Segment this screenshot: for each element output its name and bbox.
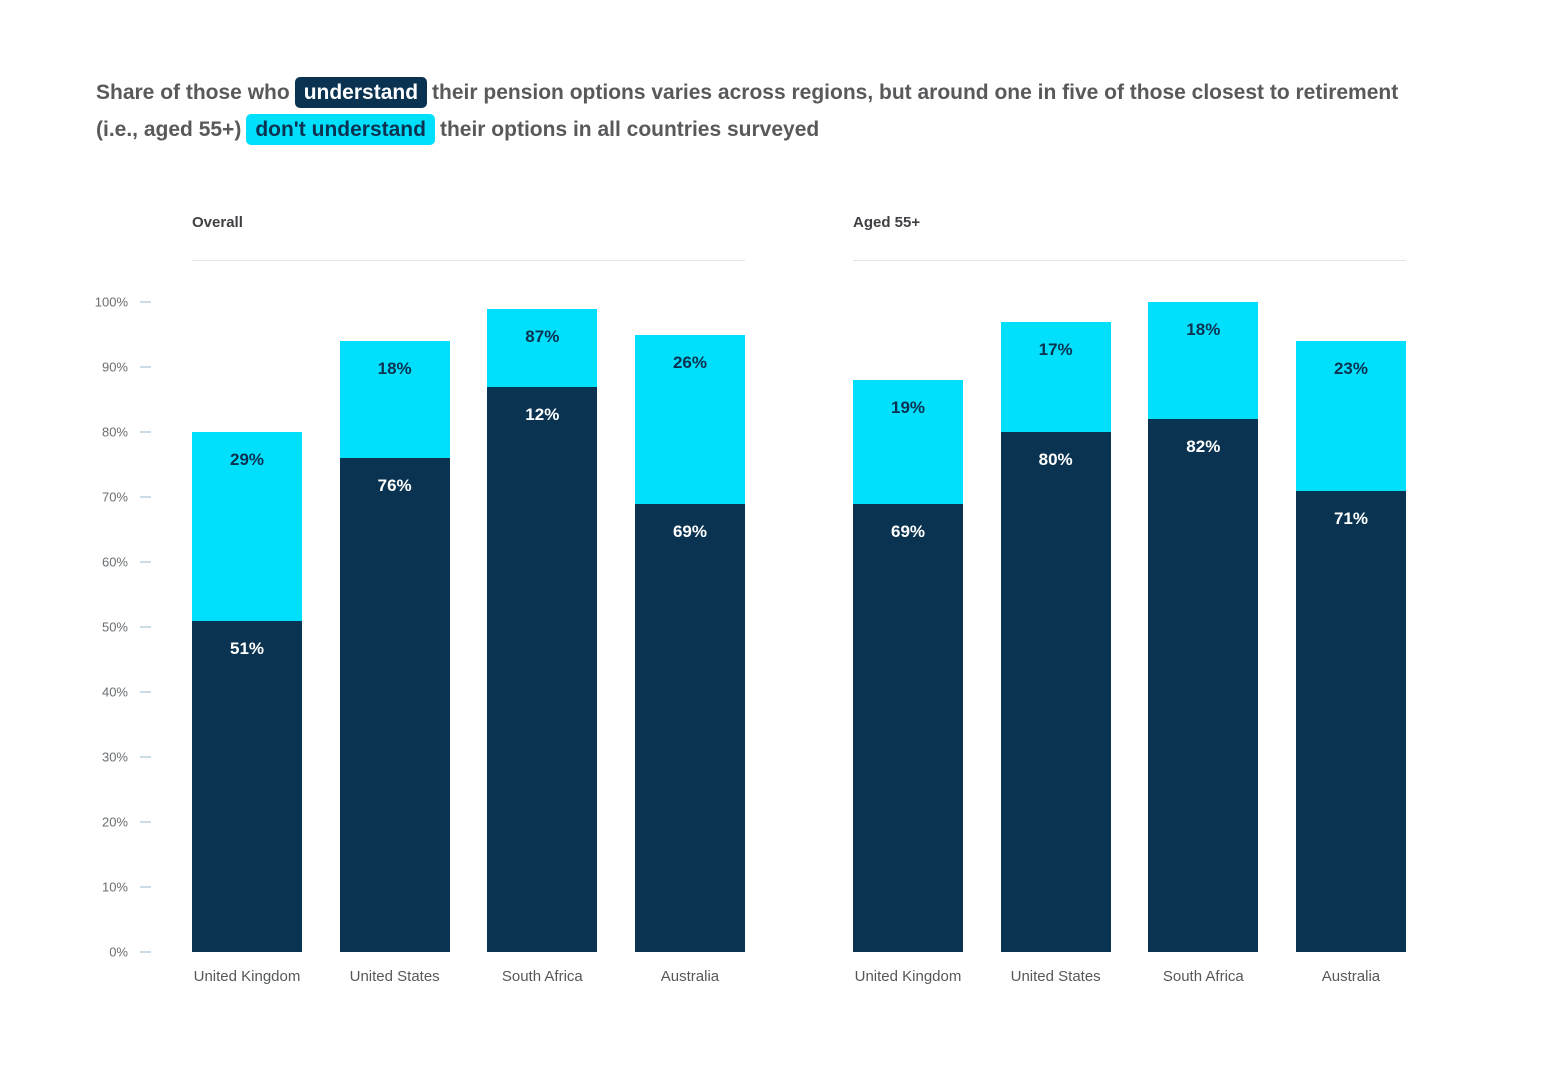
x-axis-label: United Kingdom — [854, 968, 962, 985]
y-tick-mark — [140, 886, 151, 888]
segment-value-label: 69% — [672, 521, 707, 541]
segment-understand: 12% — [487, 386, 598, 952]
segment-value-label: 69% — [890, 521, 926, 541]
title-text: their options in all countries surveyed — [439, 118, 820, 141]
y-tick-mark — [140, 561, 151, 563]
y-axis: 0% 10% 20% 30% 40% 50% 60% 70% 80% 90% 100% — [60, 295, 155, 960]
y-tick-mark — [140, 301, 151, 303]
y-tick-mark — [140, 626, 151, 628]
understand-highlight: understand — [294, 77, 428, 108]
plot-area: 69% 19% 80% 17% 82% 18% 71% 23% — [853, 302, 1406, 952]
bar-australia: 69% 26% — [634, 302, 745, 952]
bar-united-states: 76% 18% — [339, 302, 450, 952]
segment-value-label: 17% — [1038, 339, 1073, 359]
x-axis-label: United States — [1010, 968, 1101, 985]
x-axis-label: United States — [349, 968, 440, 985]
chart-panel-aged-55: Aged 55+ 69% 19% 80% 17% 82% 18% 71% 23% United… — [853, 214, 1406, 985]
panel-title: Overall — [192, 214, 243, 231]
segment-value-label: 29% — [229, 450, 265, 469]
y-tick-label: 60% — [101, 554, 128, 570]
y-tick-label: 70% — [101, 489, 128, 505]
segment-value-label: 18% — [377, 359, 412, 378]
bar-australia: 71% 23% — [1295, 302, 1406, 952]
segment-don-t-understand: 17% — [1000, 321, 1111, 432]
bar-united-kingdom: 51% 29% — [192, 302, 302, 952]
segment-don-t-understand: 26% — [634, 334, 745, 504]
panel-divider — [853, 260, 1406, 261]
segment-don-t-understand: 18% — [1148, 302, 1259, 419]
dont-understand-highlight: don't understand — [246, 114, 435, 145]
segment-value-label: 26% — [672, 352, 707, 372]
x-axis-labels: United Kingdom United States South Africa A… — [192, 968, 745, 985]
x-axis-label: South Africa — [1162, 968, 1244, 985]
y-tick-mark — [140, 691, 151, 693]
y-tick-mark — [140, 431, 151, 433]
y-tick-mark — [140, 756, 151, 758]
segment-value-label: 12% — [525, 404, 560, 424]
y-tick-label: 50% — [101, 619, 128, 635]
y-tick-label: 80% — [101, 424, 128, 440]
bar-south-africa: 12% 87% — [487, 302, 598, 952]
bar-united-states: 80% 17% — [1000, 302, 1111, 952]
segment-value-label: 71% — [1333, 508, 1368, 528]
y-tick-mark — [140, 366, 151, 368]
segment-understand: 82% — [1148, 419, 1259, 952]
segment-value-label: 87% — [525, 326, 560, 346]
x-axis-label: United Kingdom — [193, 968, 301, 985]
segment-don-t-understand: 23% — [1295, 341, 1406, 491]
segment-value-label: 82% — [1186, 437, 1221, 456]
y-tick-mark — [140, 951, 151, 953]
chart-title-line-1: Share of those who understand their pensio… — [96, 74, 1398, 111]
title-text: Share of those who — [96, 81, 290, 104]
x-axis-labels: United Kingdom United States South Africa A… — [853, 968, 1406, 985]
y-tick-label: 30% — [101, 749, 128, 765]
x-axis-label: Australia — [660, 968, 720, 985]
bar-united-kingdom: 69% 19% — [853, 302, 963, 952]
y-tick-label: 20% — [101, 814, 128, 830]
segment-understand: 51% — [192, 620, 302, 952]
segment-value-label: 51% — [229, 638, 265, 658]
y-tick-label: 40% — [101, 684, 128, 700]
chart-panel-overall: Overall 51% 29% 76% 18% 12% 87% 69% 26% United … — [192, 214, 745, 985]
segment-understand: 69% — [853, 503, 963, 952]
segment-value-label: 23% — [1333, 359, 1368, 378]
segment-don-t-understand: 87% — [487, 308, 598, 387]
segment-don-t-understand: 29% — [192, 432, 302, 621]
chart-title: Share of those who understand their pensio… — [96, 74, 1398, 148]
segment-understand: 76% — [339, 458, 450, 952]
segment-don-t-understand: 18% — [339, 341, 450, 458]
x-axis-label: South Africa — [501, 968, 583, 985]
y-tick-mark — [140, 496, 151, 498]
segment-value-label: 80% — [1038, 450, 1073, 469]
y-tick-label: 0% — [109, 944, 128, 960]
segment-value-label: 76% — [377, 476, 412, 495]
y-tick-mark — [140, 821, 151, 823]
segment-value-label: 18% — [1186, 320, 1221, 339]
x-axis-label: Australia — [1321, 968, 1381, 985]
segment-don-t-understand: 19% — [853, 380, 963, 504]
bar-south-africa: 82% 18% — [1148, 302, 1259, 952]
y-tick-label: 90% — [101, 359, 128, 375]
segment-understand: 71% — [1295, 490, 1406, 952]
plot-area: 51% 29% 76% 18% 12% 87% 69% 26% — [192, 302, 745, 952]
chart-title-line-2: (i.e., aged 55+) don't understand their op… — [96, 111, 1398, 148]
segment-understand: 80% — [1000, 432, 1111, 952]
title-text: (i.e., aged 55+) — [96, 118, 242, 141]
y-tick-label: 10% — [101, 879, 128, 895]
panel-title: Aged 55+ — [853, 214, 921, 231]
segment-value-label: 19% — [890, 398, 926, 417]
segment-understand: 69% — [634, 503, 745, 952]
y-tick-label: 100% — [94, 294, 128, 310]
panel-divider — [192, 260, 745, 261]
title-text: their pension options varies across regi… — [432, 81, 1399, 104]
